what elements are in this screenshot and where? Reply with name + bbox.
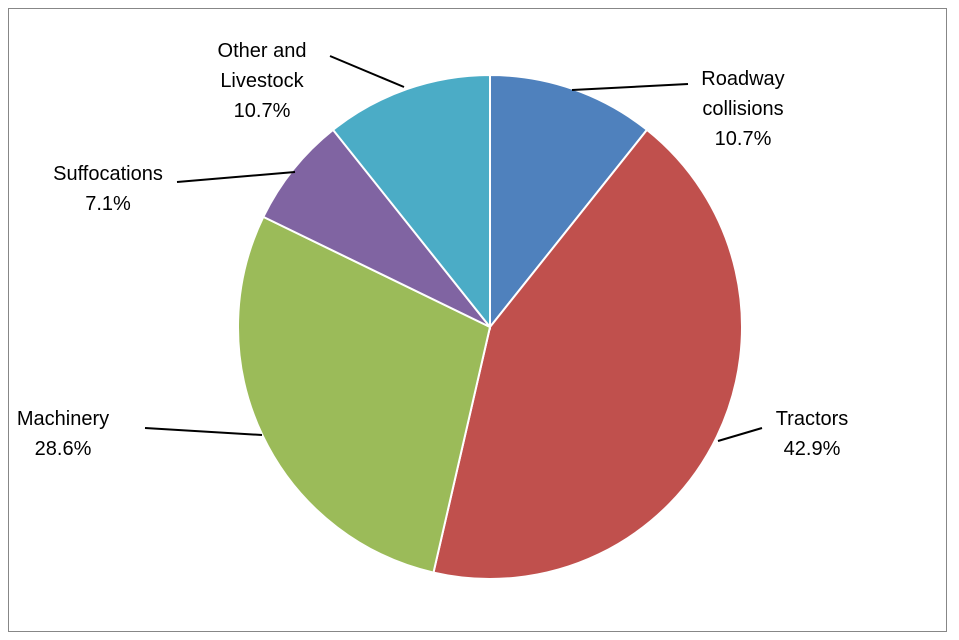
leader-line-0	[571, 83, 689, 91]
data-label-value: 10.7%	[715, 128, 772, 150]
leader-line-3	[176, 171, 296, 183]
pie-slice-3	[262, 128, 491, 328]
leader-line-4	[329, 55, 405, 88]
data-label-value: 42.9%	[784, 438, 841, 460]
leader-line-1	[717, 427, 763, 442]
data-label-value: 10.7%	[234, 100, 291, 122]
pie-slice-4	[331, 73, 491, 330]
pie-slice-2	[237, 215, 492, 574]
data-label-name: Livestock	[220, 70, 304, 92]
data-label-name: Other and	[218, 40, 307, 62]
data-label-0: Roadway collisions 10.7%	[701, 68, 784, 150]
data-label-2: Machinery 28.6%	[17, 408, 109, 460]
data-label-value: 28.6%	[35, 438, 92, 460]
data-label-4: Other and Livestock 10.7%	[218, 40, 307, 122]
pie-slices	[237, 73, 743, 580]
pie-slice-1	[432, 128, 743, 580]
leader-line-2	[144, 427, 263, 436]
data-label-value: 7.1%	[85, 193, 131, 215]
data-label-1: Tractors 42.9%	[776, 408, 849, 460]
data-label-name: Tractors	[776, 408, 849, 430]
leader-lines	[144, 55, 763, 442]
data-label-name: Roadway	[701, 68, 784, 90]
data-label-3: Suffocations 7.1%	[53, 163, 163, 215]
data-labels: Roadway collisions 10.7% Tractors 42.9% Machi…	[17, 40, 848, 460]
data-label-name: Machinery	[17, 408, 109, 430]
data-label-name: Suffocations	[53, 163, 163, 185]
data-label-name: collisions	[702, 98, 783, 120]
